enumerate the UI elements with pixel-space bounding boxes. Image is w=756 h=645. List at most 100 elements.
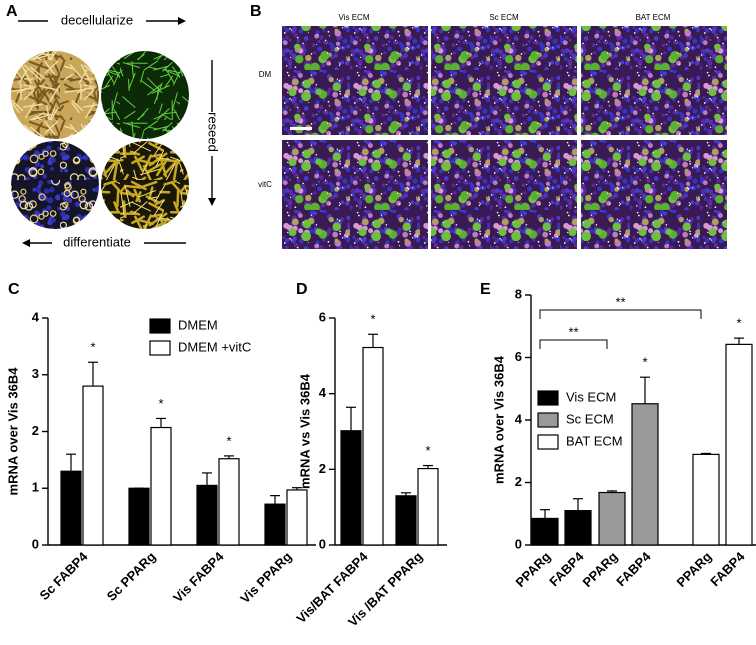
error-bar	[346, 406, 356, 431]
y-tick-label: 6	[515, 349, 522, 364]
arrow-label: decellularize	[61, 12, 133, 27]
bar	[692, 453, 720, 546]
legend-label: BAT ECM	[566, 433, 623, 448]
panel-letter: B	[250, 3, 262, 20]
x-tick-label: FABP4	[613, 548, 654, 589]
y-tick-label: 4	[319, 385, 327, 400]
significance: *	[642, 355, 647, 370]
y-axis-title: mRNA over Vis 36B4	[5, 367, 20, 496]
bar	[531, 517, 559, 546]
error-bar	[607, 490, 617, 493]
row-label: DM	[259, 70, 272, 79]
error-bar	[573, 498, 583, 511]
significance: *	[226, 433, 231, 448]
micrograph	[101, 51, 189, 139]
error-bar	[734, 337, 744, 345]
bar	[631, 403, 659, 546]
micrograph	[431, 140, 577, 249]
y-tick-label: 6	[319, 309, 326, 324]
y-tick-label: 1	[32, 480, 39, 495]
significance-bracket	[539, 339, 608, 349]
y-tick-label: 2	[515, 474, 522, 489]
error-bar	[202, 472, 212, 486]
scale-bar	[290, 127, 312, 130]
y-tick-label: 8	[515, 286, 522, 301]
bar	[196, 484, 218, 546]
significance: *	[90, 340, 95, 355]
micrograph	[11, 51, 99, 139]
x-tick-label: Vis PPARg	[237, 549, 294, 606]
error-bar	[423, 464, 433, 469]
arrow-label: differentiate	[63, 234, 131, 249]
significance: *	[736, 316, 741, 331]
y-tick-label: 4	[515, 411, 523, 426]
micrograph-grid	[282, 26, 727, 249]
panel-letter: E	[480, 281, 491, 298]
significance: *	[158, 396, 163, 411]
significance: **	[615, 294, 625, 309]
bar	[218, 458, 240, 546]
error-bar	[224, 455, 234, 459]
column-label: BAT ECM	[636, 13, 671, 22]
legend-label: DMEM +vitC	[178, 339, 251, 354]
y-tick-label: 0	[515, 536, 522, 551]
bar	[340, 430, 362, 546]
bar	[150, 426, 172, 546]
micrograph	[581, 140, 727, 249]
y-tick-label: 0	[32, 536, 39, 551]
arrow-head	[22, 239, 30, 247]
bar	[362, 346, 384, 546]
legend-label: DMEM	[178, 317, 218, 332]
y-tick-label: 3	[32, 366, 39, 381]
panel-letter: D	[296, 281, 308, 298]
x-tick-label: FABP4	[707, 548, 748, 589]
bar	[598, 491, 626, 546]
bar	[60, 470, 82, 546]
micrograph	[101, 141, 189, 229]
micrographs	[11, 51, 189, 229]
column-label: Sc ECM	[489, 13, 519, 22]
y-axis-title: mRNA over Vis 36B4	[491, 355, 506, 484]
micrograph	[11, 141, 99, 229]
significance: *	[370, 312, 375, 327]
legend-label: Sc ECM	[566, 411, 614, 426]
legend-swatch	[149, 318, 171, 334]
legend-swatch	[537, 412, 559, 428]
x-tick-label: PPARg	[673, 549, 714, 590]
row-label: vitC	[258, 180, 272, 189]
error-bar	[640, 376, 650, 404]
error-bar	[66, 453, 76, 472]
legend-swatch	[149, 340, 171, 356]
y-tick-label: 2	[32, 423, 39, 438]
error-bar	[270, 495, 280, 505]
x-tick-label: PPARg	[579, 549, 620, 590]
y-axis-title: mRNA vs Vis 36B4	[297, 373, 312, 489]
bar	[725, 343, 753, 546]
y-tick-label: 0	[319, 536, 326, 551]
bar	[417, 467, 439, 546]
error-bar	[368, 333, 378, 348]
error-bar	[540, 509, 550, 519]
arrow-label: reseed	[206, 112, 221, 152]
legend-swatch	[537, 434, 559, 450]
significance: **	[568, 324, 578, 339]
micrograph	[282, 140, 428, 249]
x-tick-label: Sc FABP4	[37, 548, 92, 603]
micrograph	[581, 26, 727, 135]
y-tick-label: 4	[32, 309, 40, 324]
legend-swatch	[537, 390, 559, 406]
panel-letter: C	[8, 281, 20, 298]
error-bar	[701, 452, 711, 455]
micrograph	[282, 26, 428, 135]
column-label: Vis ECM	[339, 13, 370, 22]
bar	[264, 503, 286, 546]
x-tick-label: PPARg	[512, 549, 553, 590]
arrow-head	[208, 198, 216, 206]
x-tick-label: Vis FABP4	[170, 548, 227, 605]
micrograph	[431, 26, 577, 135]
error-bar	[156, 417, 166, 428]
error-bar	[401, 492, 411, 496]
panel-letter: A	[6, 3, 18, 20]
bar	[286, 489, 308, 546]
